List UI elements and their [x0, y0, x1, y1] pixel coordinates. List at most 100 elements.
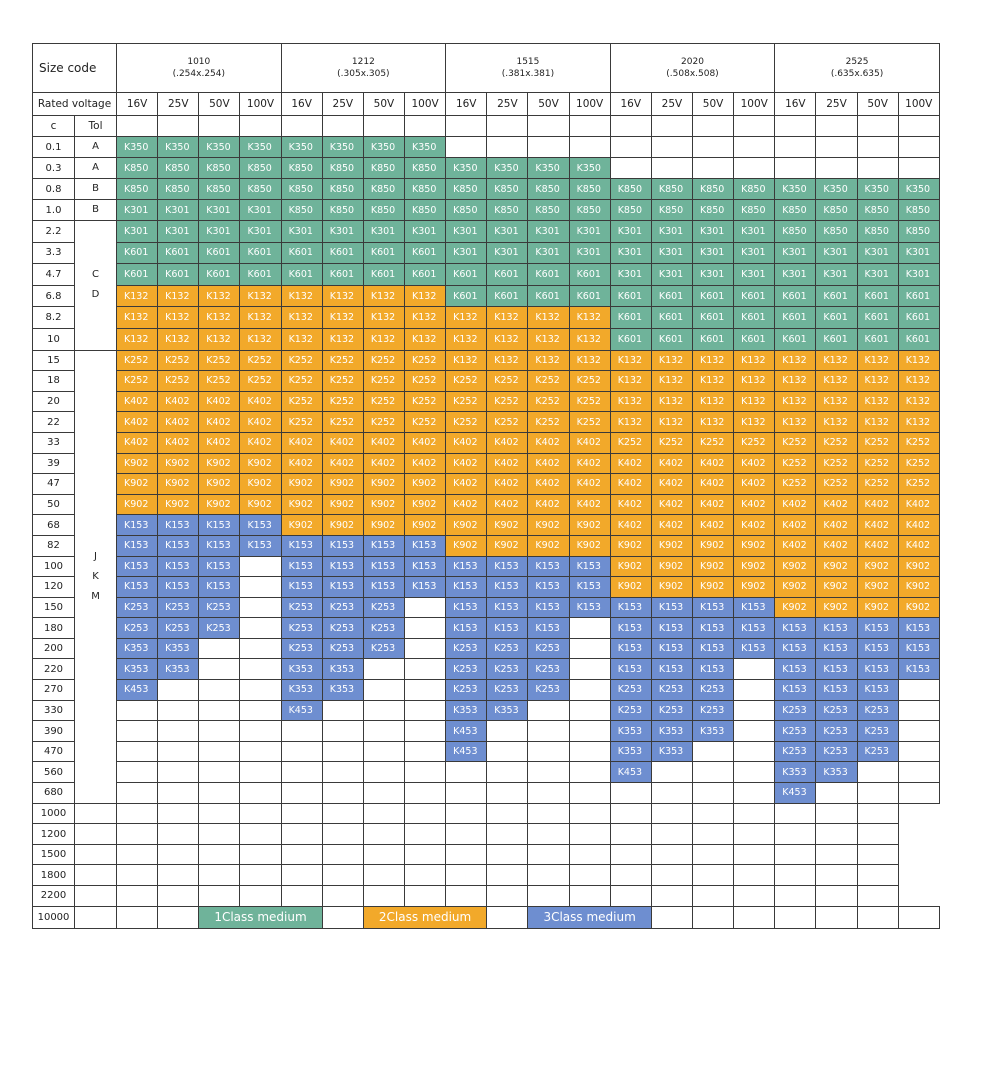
voltage-header: 16V [774, 92, 817, 116]
material-code-cell: K601 [856, 284, 899, 308]
empty-cell [774, 823, 817, 845]
material-code-cell: K350 [897, 178, 940, 200]
header-c-tol-row: c Tol [32, 115, 940, 137]
material-code-cell: K601 [609, 327, 652, 351]
empty-cell [403, 864, 447, 886]
material-code-cell: K402 [321, 452, 364, 475]
material-code-cell: K153 [486, 555, 529, 578]
rated-voltage-label: Rated voltage [31, 92, 118, 116]
material-code-cell: K902 [733, 555, 776, 578]
material-code-cell: K253 [362, 637, 406, 660]
material-code-cell: K850 [403, 199, 447, 221]
empty-cell [445, 761, 488, 784]
table-row: 50 K902 K902 K902 K902 K902 K902 K902 K902 K402 K4… [32, 493, 940, 516]
empty-cell [239, 596, 282, 619]
capacitance-value: 3.3 [32, 241, 75, 265]
material-code-cell: K153 [568, 596, 611, 619]
table-row: 150 K253 K253 K253 K253 K253 K253 K153 K153 K153 K… [32, 596, 940, 619]
table-row: 10 K132 K132 K132 K132 K132 K132 K132 K132 K132 K1… [32, 327, 940, 351]
empty-cell [239, 658, 282, 681]
empty-cell [568, 658, 611, 681]
empty-cell [239, 864, 282, 886]
material-code-cell: K132 [157, 327, 200, 351]
material-code-cell: K902 [403, 473, 447, 495]
empty-cell [403, 761, 447, 784]
empty-cell [856, 885, 899, 907]
material-code-cell: K153 [774, 679, 817, 701]
capacitance-value: 0.1 [32, 136, 75, 158]
material-code-cell: K902 [568, 534, 611, 557]
material-code-cell: K253 [116, 617, 159, 639]
empty-cell [815, 157, 858, 179]
material-code-cell: K132 [486, 306, 529, 329]
empty-cell [733, 885, 776, 907]
empty-cell [239, 637, 282, 660]
empty-cell [527, 699, 570, 722]
legend-item-class-1: 1Class medium [198, 905, 323, 929]
material-code-cell: K132 [116, 327, 159, 351]
material-code-cell: K132 [568, 327, 611, 351]
empty-cell [774, 864, 817, 886]
empty-cell [362, 864, 406, 886]
material-code-cell: K601 [239, 241, 282, 265]
empty-cell [321, 115, 364, 137]
capacitance-value: 15 [32, 349, 75, 372]
material-code-cell: K402 [691, 493, 735, 516]
material-code-cell: K850 [856, 199, 899, 221]
material-code-cell: K402 [897, 534, 940, 557]
empty-cell [403, 802, 447, 825]
material-code-cell: K402 [650, 473, 693, 495]
empty-cell [609, 157, 652, 179]
material-code-cell: K252 [157, 370, 200, 392]
material-code-cell: K153 [198, 555, 241, 578]
material-code-cell: K253 [856, 740, 899, 763]
material-code-cell: K850 [691, 199, 735, 221]
empty-cell [445, 136, 488, 158]
material-code-cell: K902 [280, 493, 323, 516]
capacitance-value: 82 [32, 534, 75, 557]
material-code-cell: K601 [815, 284, 858, 308]
table-row: 4.7 K601 K601 K601 K601 K601 K601 K601 K601 K601 K… [32, 263, 940, 286]
material-code-cell: K850 [445, 199, 488, 221]
material-code-cell: K601 [815, 306, 858, 329]
capacitor-selection-table-wrapper: Size code 1010 (.254x.254) 1212 (.305x.305) 1… [31, 43, 940, 929]
material-code-cell: K252 [897, 452, 940, 475]
material-code-cell: K350 [527, 157, 570, 179]
material-code-cell: K153 [157, 514, 200, 536]
empty-cell [73, 864, 118, 886]
material-code-cell: K252 [486, 390, 529, 413]
material-code-cell: K601 [856, 327, 899, 351]
material-code-cell: K153 [691, 596, 735, 619]
material-code-cell: K601 [856, 306, 899, 329]
empty-cell [321, 740, 364, 763]
material-code-cell: K402 [445, 473, 488, 495]
empty-cell [897, 905, 940, 929]
material-code-cell: K601 [568, 284, 611, 308]
material-code-cell: K253 [486, 658, 529, 681]
material-code-cell: K153 [486, 617, 529, 639]
material-code-cell: K902 [609, 534, 652, 557]
material-code-cell: K132 [445, 327, 488, 351]
material-code-cell: K601 [321, 263, 364, 286]
empty-cell [362, 802, 406, 825]
empty-cell [815, 115, 858, 137]
empty-cell [815, 885, 858, 907]
material-code-cell: K153 [445, 576, 488, 598]
empty-cell [198, 761, 241, 784]
empty-cell [733, 115, 776, 137]
empty-cell [527, 115, 570, 137]
material-code-cell: K350 [445, 157, 488, 179]
capacitance-value: 150 [32, 596, 75, 619]
material-code-cell: K132 [280, 284, 323, 308]
material-code-cell: K153 [116, 576, 159, 598]
material-code-cell: K153 [527, 576, 570, 598]
material-code-cell: K153 [116, 555, 159, 578]
material-code-cell: K902 [609, 576, 652, 598]
empty-cell [486, 740, 529, 763]
material-code-cell: K252 [362, 349, 406, 372]
material-code-cell: K850 [198, 178, 241, 200]
empty-cell [733, 864, 776, 886]
voltage-header: 50V [691, 92, 735, 116]
material-code-cell: K902 [897, 576, 940, 598]
material-code-cell: K253 [774, 720, 817, 742]
